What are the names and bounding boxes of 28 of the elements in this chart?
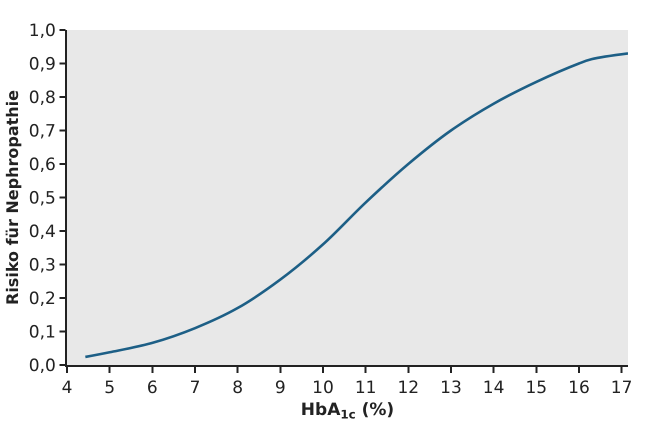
- y-tick-label: 0,4: [28, 222, 56, 242]
- y-tick-label: 0,9: [28, 54, 56, 74]
- line-series: [84, 52, 628, 358]
- x-tick-label: 13: [440, 378, 462, 398]
- x-tick-label: 14: [482, 378, 504, 398]
- y-tick-label: 0,1: [28, 322, 56, 342]
- x-tick-label: 9: [274, 378, 286, 398]
- x-tick-label: 7: [190, 378, 200, 398]
- x-tick-label: 4: [62, 378, 72, 398]
- x-tick-label: 17: [610, 378, 632, 398]
- y-tick-label: 0,5: [28, 188, 56, 208]
- y-axis-title: Risiko für Nephropathie: [3, 90, 22, 305]
- y-tick-label: 0,8: [28, 88, 56, 108]
- y-tick-label: 0,3: [28, 255, 56, 276]
- y-tick-label: 0,6: [28, 154, 56, 175]
- x-axis-title: HbA$_{1c}$ (%): [300, 400, 394, 422]
- x-tick-label: 8: [232, 378, 244, 398]
- x-tick-label: 11: [354, 378, 376, 398]
- x-tick-label: 15: [525, 378, 548, 398]
- y-tick-label: 0,0: [28, 356, 56, 376]
- x-tick-label: 16: [568, 378, 590, 398]
- y-tick-label: 1,0: [28, 20, 56, 41]
- x-tick-label: 6: [146, 378, 158, 398]
- x-tick-label: 5: [104, 378, 116, 398]
- y-tick-label: 0,2: [28, 288, 56, 309]
- y-tick-label: 0,7: [28, 121, 56, 142]
- x-tick-label: 12: [397, 378, 420, 398]
- x-tick-label: 10: [312, 378, 334, 398]
